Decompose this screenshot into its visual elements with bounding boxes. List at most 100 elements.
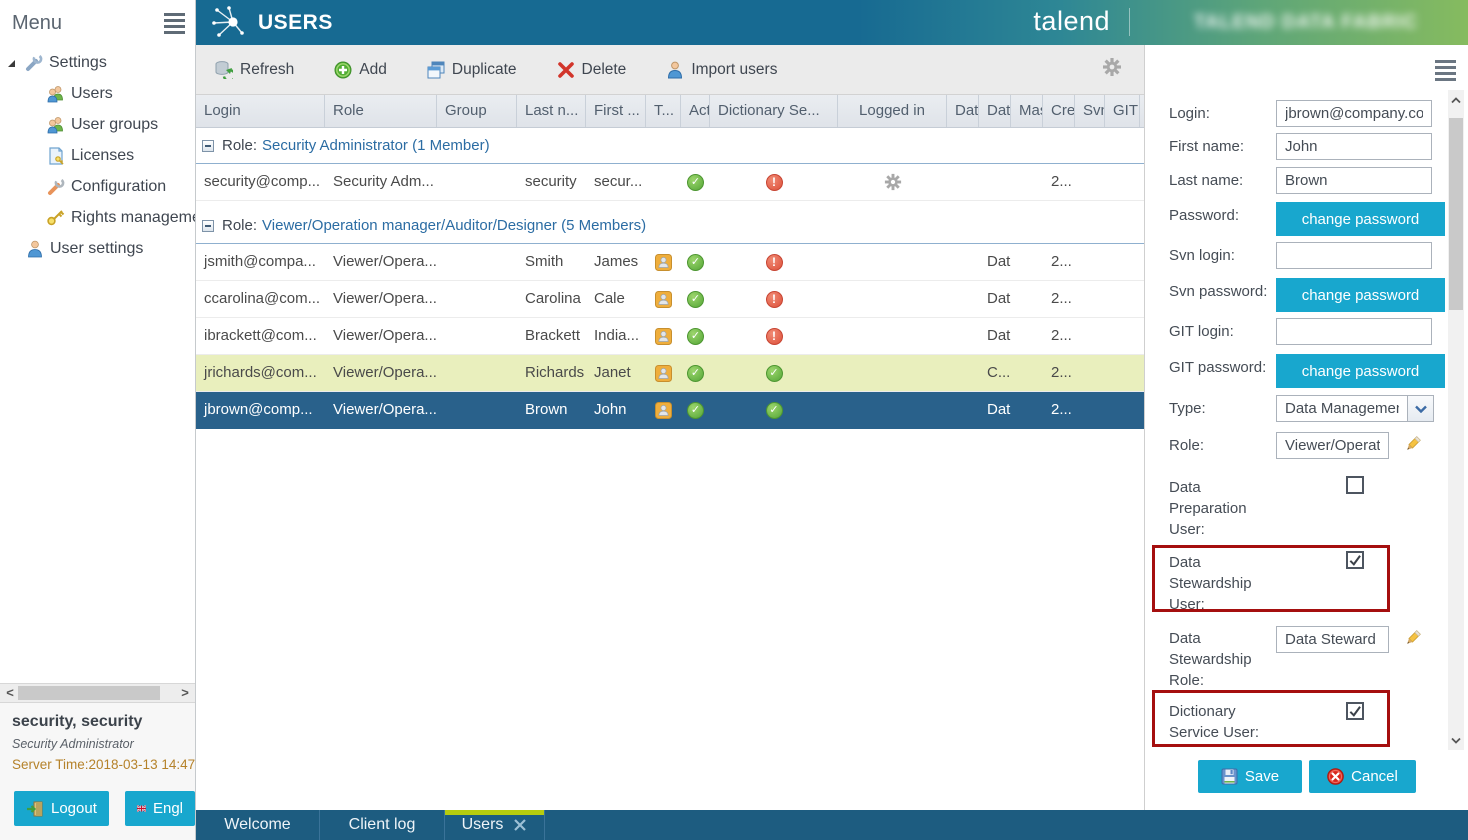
import-users-button[interactable]: Import users bbox=[666, 61, 777, 79]
column-header-role[interactable]: Role bbox=[325, 95, 437, 127]
cell-first-name: Cale bbox=[594, 290, 625, 307]
cell-last-name: Brown bbox=[525, 401, 568, 418]
current-user-role: Security Administrator bbox=[12, 737, 134, 751]
column-header-cre[interactable]: Cre bbox=[1043, 95, 1075, 127]
column-header-first-name[interactable]: First ... bbox=[586, 95, 646, 127]
git-login-label: GIT login: bbox=[1169, 323, 1234, 340]
group-header-security-administrator[interactable]: Role: Security Administrator (1 Member) bbox=[196, 128, 1144, 164]
scroll-down-icon[interactable] bbox=[1448, 732, 1464, 748]
tab-client-log[interactable]: Client log bbox=[320, 810, 445, 840]
column-header-dat1[interactable]: Dat bbox=[947, 95, 979, 127]
sidebar-item-rights-management[interactable]: Rights manageme bbox=[0, 202, 195, 233]
last-name-field[interactable] bbox=[1276, 167, 1432, 194]
column-header-login[interactable]: Login bbox=[196, 95, 325, 127]
table-row-ibrackett[interactable]: ibrackett@com... Viewer/Opera... Bracket… bbox=[196, 318, 1144, 355]
svn-login-field[interactable] bbox=[1276, 242, 1432, 269]
cell-dat1 bbox=[947, 318, 979, 354]
duplicate-button[interactable]: Duplicate bbox=[427, 61, 517, 79]
column-header-group[interactable]: Group bbox=[437, 95, 517, 127]
cancel-button[interactable]: Cancel bbox=[1309, 760, 1416, 793]
group-header-viewer-operation[interactable]: Role: Viewer/Operation manager/Auditor/D… bbox=[196, 208, 1144, 244]
cell-role: Security Adm... bbox=[333, 173, 434, 190]
sidebar-item-configuration[interactable]: Configuration bbox=[0, 171, 195, 202]
column-header-svn[interactable]: Svn bbox=[1075, 95, 1105, 127]
add-button[interactable]: Add bbox=[334, 61, 387, 79]
change-svn-password-button[interactable]: change password bbox=[1276, 278, 1445, 312]
cell-logged-in bbox=[838, 164, 947, 200]
logout-button[interactable]: Logout bbox=[14, 791, 109, 826]
license-icon bbox=[49, 146, 64, 165]
column-header-dictionary-service[interactable]: Dictionary Se... bbox=[710, 95, 838, 127]
data-stewardship-role-label: Data Stewardship Role: bbox=[1169, 630, 1252, 689]
save-label: Save bbox=[1244, 768, 1280, 785]
save-floppy-icon bbox=[1221, 768, 1238, 785]
column-header-logged-in[interactable]: Logged in bbox=[838, 95, 947, 127]
data-stewardship-user-checkbox[interactable] bbox=[1346, 551, 1364, 569]
sidebar-item-settings[interactable]: Settings bbox=[0, 47, 195, 78]
refresh-button[interactable]: Refresh bbox=[214, 60, 294, 79]
user-edit-panel: Login: First name: Last name: Password: … bbox=[1144, 45, 1468, 810]
dictionary-ok-icon bbox=[765, 401, 783, 419]
collapse-group-icon[interactable] bbox=[202, 139, 214, 152]
person-icon bbox=[28, 240, 42, 257]
dictionary-service-user-checkbox[interactable] bbox=[1346, 702, 1364, 720]
menu-hamburger-icon[interactable] bbox=[164, 10, 185, 37]
tab-users-active[interactable]: Users bbox=[445, 810, 545, 840]
type-value[interactable] bbox=[1276, 395, 1407, 422]
column-header-git[interactable]: GIT bbox=[1105, 95, 1140, 127]
scroll-up-icon[interactable] bbox=[1448, 92, 1464, 108]
sidebar-item-users[interactable]: Users bbox=[0, 78, 195, 109]
table-row-ccarolina[interactable]: ccarolina@com... Viewer/Opera... Carolin… bbox=[196, 281, 1144, 318]
table-row-jrichards[interactable]: jrichards@com... Viewer/Opera... Richard… bbox=[196, 355, 1144, 392]
git-password-label: GIT password: bbox=[1169, 359, 1267, 376]
last-name-label: Last name: bbox=[1169, 172, 1244, 189]
tab-welcome[interactable]: Welcome bbox=[196, 810, 320, 840]
panel-menu-icon[interactable] bbox=[1435, 57, 1456, 84]
sidebar-item-user-groups[interactable]: User groups bbox=[0, 109, 195, 140]
delete-button[interactable]: Delete bbox=[557, 61, 626, 79]
column-header-type[interactable]: T... bbox=[646, 95, 681, 127]
session-gear-icon[interactable] bbox=[884, 173, 902, 191]
cell-logged-in bbox=[838, 281, 947, 317]
table-row-security[interactable]: security@comp... Security Adm... securit… bbox=[196, 164, 1144, 201]
language-button[interactable]: Engl bbox=[124, 791, 195, 826]
scrollbar-thumb[interactable] bbox=[18, 686, 160, 700]
bottom-tab-bar: Welcome Client log Users bbox=[196, 810, 1468, 840]
table-row-jsmith[interactable]: jsmith@compa... Viewer/Opera... Smith Ja… bbox=[196, 244, 1144, 281]
column-header-active[interactable]: Acti bbox=[681, 95, 710, 127]
save-button[interactable]: Save bbox=[1198, 760, 1302, 793]
table-row-jbrown-selected[interactable]: jbrown@comp... Viewer/Opera... Brown Joh… bbox=[196, 392, 1144, 429]
data-stewardship-role-field[interactable] bbox=[1276, 626, 1389, 653]
collapse-group-icon[interactable] bbox=[202, 219, 214, 232]
role-field[interactable] bbox=[1276, 432, 1389, 459]
table-header: Login Role Group Last n... First ... T..… bbox=[196, 95, 1144, 128]
scroll-right-icon[interactable]: > bbox=[181, 685, 189, 700]
type-dropdown[interactable] bbox=[1276, 395, 1434, 422]
sidebar-item-licenses[interactable]: Licenses bbox=[0, 140, 195, 171]
scrollbar-thumb[interactable] bbox=[1449, 118, 1463, 310]
sidebar-item-user-settings[interactable]: User settings bbox=[0, 233, 195, 264]
first-name-field[interactable] bbox=[1276, 133, 1432, 160]
login-field[interactable] bbox=[1276, 100, 1432, 127]
grid-settings-gear-icon[interactable] bbox=[1102, 57, 1122, 82]
wrench-icon bbox=[26, 53, 43, 71]
change-password-button[interactable]: change password bbox=[1276, 202, 1445, 236]
chevron-down-icon[interactable] bbox=[1407, 395, 1434, 422]
scroll-left-icon[interactable]: < bbox=[6, 685, 14, 700]
user-type-icon bbox=[655, 401, 672, 419]
user-type-icon bbox=[655, 364, 672, 382]
column-header-mas[interactable]: Mas bbox=[1011, 95, 1043, 127]
change-git-password-button[interactable]: change password bbox=[1276, 354, 1445, 388]
git-login-field[interactable] bbox=[1276, 318, 1432, 345]
column-header-last-name[interactable]: Last n... bbox=[517, 95, 586, 127]
close-tab-icon[interactable] bbox=[513, 818, 527, 832]
edit-stewardship-role-pencil-icon[interactable] bbox=[1403, 629, 1422, 652]
import-users-label: Import users bbox=[691, 60, 778, 78]
panel-vertical-scrollbar[interactable] bbox=[1448, 90, 1464, 750]
sidebar-horizontal-scrollbar[interactable]: < > bbox=[0, 683, 195, 703]
edit-role-pencil-icon[interactable] bbox=[1403, 435, 1422, 458]
tree-expander-icon[interactable] bbox=[8, 60, 15, 67]
data-preparation-user-checkbox[interactable] bbox=[1346, 476, 1364, 494]
column-header-dat2[interactable]: Dat bbox=[979, 95, 1011, 127]
